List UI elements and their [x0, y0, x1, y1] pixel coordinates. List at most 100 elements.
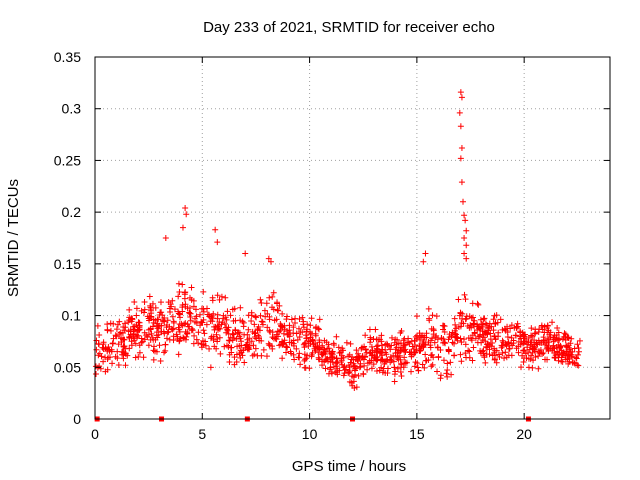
- data-point: [263, 300, 270, 307]
- data-point: [486, 324, 493, 331]
- data-point: [190, 340, 197, 347]
- data-point: [333, 333, 340, 340]
- data-point: [245, 326, 252, 333]
- data-point: [519, 352, 526, 359]
- data-point: [461, 250, 468, 257]
- data-point: [451, 352, 458, 359]
- data-point: [251, 351, 258, 358]
- data-point: [568, 335, 575, 342]
- data-point: [280, 339, 287, 346]
- data-point: [425, 339, 432, 346]
- data-point: [504, 329, 511, 336]
- data-point: [540, 338, 547, 345]
- data-point: [542, 341, 549, 348]
- data-point: [148, 313, 155, 320]
- data-point: [481, 334, 488, 341]
- data-point: [301, 340, 308, 347]
- data-point: [528, 325, 535, 332]
- data-point: [177, 314, 184, 321]
- data-point: [197, 322, 204, 329]
- x-tick-label: 15: [409, 426, 425, 442]
- data-point: [257, 312, 264, 319]
- y-tick-label: 0.3: [62, 101, 82, 117]
- data-point: [125, 328, 132, 335]
- data-point: [384, 369, 391, 376]
- data-point: [441, 339, 448, 346]
- data-point: [507, 325, 514, 332]
- data-point: [270, 306, 277, 313]
- data-point: [428, 352, 435, 359]
- data-point: [445, 348, 452, 355]
- data-point: [535, 353, 542, 360]
- data-point: [163, 335, 170, 342]
- data-point: [418, 343, 425, 350]
- data-point: [122, 349, 129, 356]
- data-point: [350, 356, 357, 363]
- data-point: [346, 369, 353, 376]
- data-point: [325, 370, 332, 377]
- data-point: [456, 312, 463, 319]
- y-tick-label: 0.25: [54, 152, 81, 168]
- data-point: [185, 323, 192, 330]
- data-point: [415, 367, 422, 374]
- data-point: [444, 360, 451, 367]
- y-tick-label: 0.1: [62, 308, 82, 324]
- data-point: [292, 315, 299, 322]
- data-point: [520, 347, 527, 354]
- data-point: [532, 348, 539, 355]
- data-point: [320, 346, 327, 353]
- data-point: [457, 155, 464, 162]
- data-point: [211, 343, 218, 350]
- data-point: [457, 309, 464, 316]
- data-point: [308, 330, 315, 337]
- data-point: [162, 235, 169, 241]
- data-point: [412, 333, 419, 340]
- data-point: [546, 339, 553, 346]
- data-point: [195, 329, 202, 336]
- data-point: [458, 339, 465, 346]
- data-point: [442, 340, 449, 347]
- data-point: [451, 315, 458, 322]
- data-point: [218, 293, 225, 300]
- data-point: [180, 334, 187, 341]
- data-point: [390, 358, 397, 365]
- data-point: [193, 336, 200, 343]
- data-point: [171, 306, 178, 313]
- data-point: [126, 334, 133, 341]
- data-point: [266, 316, 273, 323]
- data-point: [187, 317, 194, 324]
- data-point: [96, 332, 103, 339]
- data-point: [195, 340, 202, 347]
- data-point: [93, 346, 100, 353]
- data-point: [520, 340, 527, 347]
- data-point: [397, 356, 404, 363]
- data-point: [490, 316, 497, 323]
- data-point: [433, 313, 440, 320]
- data-point: [570, 359, 577, 366]
- data-point: [336, 367, 343, 374]
- data-point: [552, 352, 559, 359]
- data-point: [560, 333, 567, 340]
- data-point: [274, 328, 281, 335]
- data-point: [220, 312, 227, 319]
- data-point: [401, 342, 408, 349]
- data-point: [343, 339, 350, 346]
- data-point: [372, 326, 379, 333]
- data-point: [288, 316, 295, 323]
- data-point: [276, 302, 283, 309]
- data-point: [414, 364, 421, 371]
- data-point: [117, 335, 124, 342]
- data-point: [169, 313, 176, 320]
- data-point: [270, 289, 277, 296]
- data-point: [162, 347, 169, 354]
- data-point: [316, 339, 323, 346]
- data-point: [463, 242, 470, 249]
- data-point: [520, 332, 527, 339]
- data-point: [96, 350, 103, 357]
- data-point: [517, 335, 524, 342]
- data-point: [379, 346, 386, 353]
- data-point: [466, 348, 473, 355]
- data-point: [290, 342, 297, 349]
- data-point: [462, 350, 469, 357]
- data-point: [112, 332, 119, 339]
